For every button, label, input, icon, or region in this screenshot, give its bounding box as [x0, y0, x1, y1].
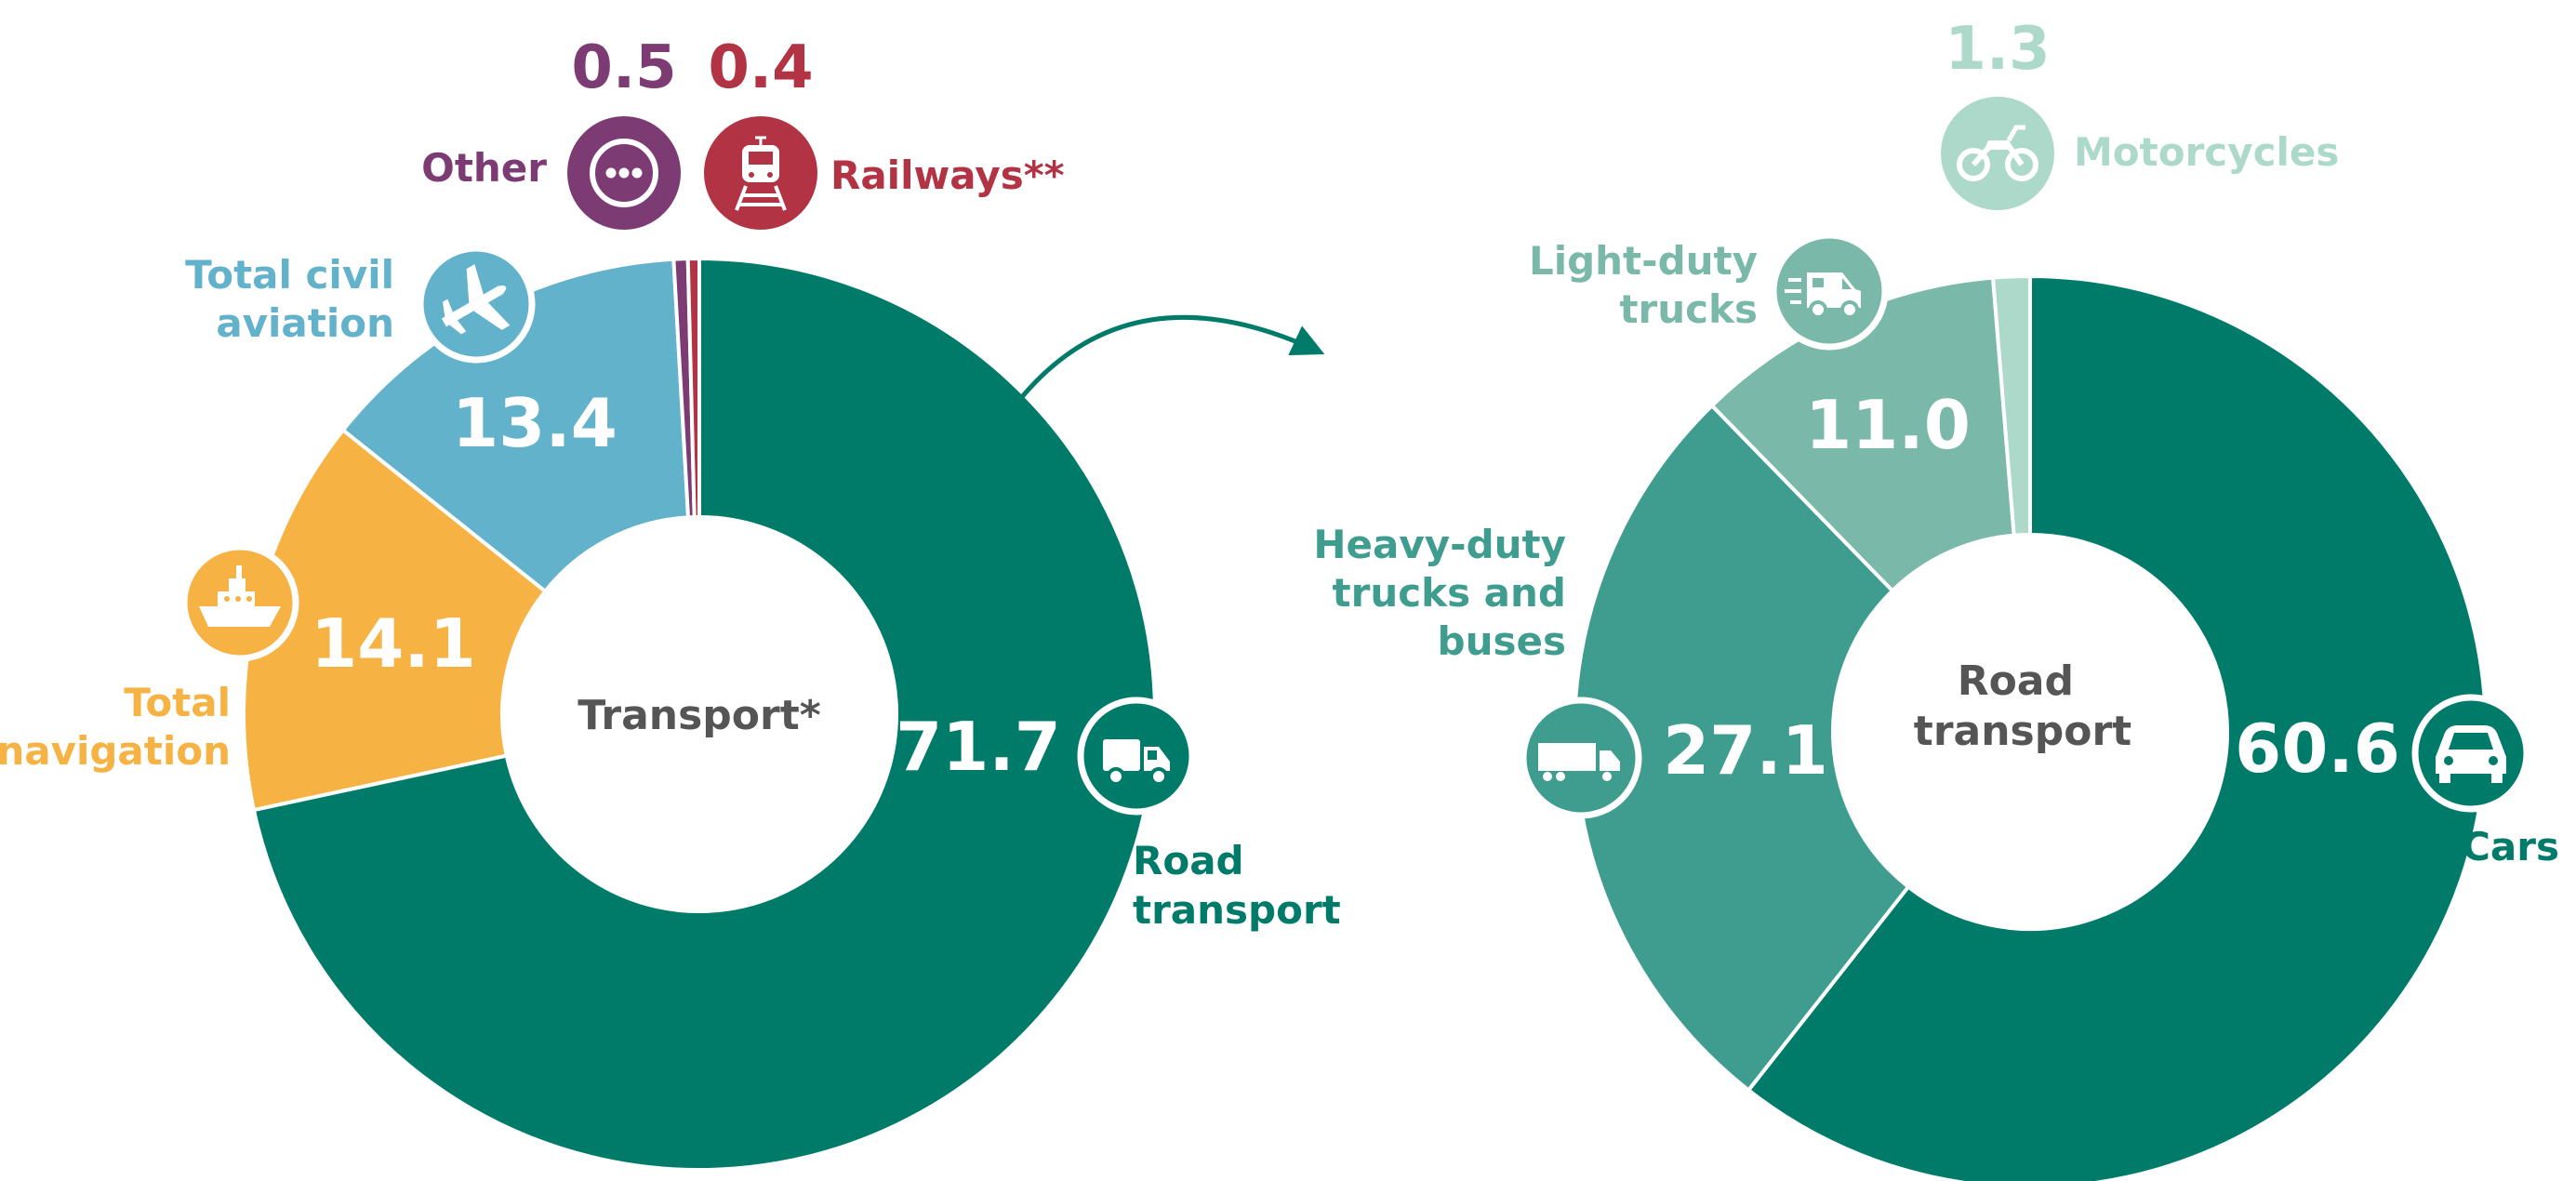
train-icon: [698, 111, 823, 235]
value-label-railways: 0.4: [708, 33, 813, 102]
category-label-total-navigation: Total navigation: [0, 680, 231, 774]
truck-icon: [1077, 697, 1196, 816]
semi-truck-icon: [1520, 697, 1642, 819]
slice-motorcycles: [1990, 273, 2032, 537]
van-icon: [1770, 232, 1889, 351]
category-label-light-duty: Light-duty trucks: [1529, 238, 1758, 332]
value-label-heavy-duty: 27.1: [1663, 711, 1828, 790]
slice-cars: [1746, 273, 2489, 1181]
car-icon: [2411, 694, 2530, 813]
value-label-motorcycles: 1.3: [1945, 15, 2050, 84]
transport-donut-chart: [242, 256, 1157, 1172]
ellipsis-icon: [562, 111, 686, 235]
slice-heavy_duty: [1573, 403, 1911, 1094]
category-label-cars: Cars: [2462, 824, 2559, 869]
slice-total_navigation: [242, 427, 549, 813]
category-label-heavy-duty: Heavy-duty trucks and buses: [1313, 522, 1566, 664]
connector-arrow: [1019, 314, 1325, 400]
category-label-road-transport: Road transport: [1133, 838, 1341, 933]
value-label-other: 0.5: [571, 33, 676, 102]
motorcycle-icon: [1935, 91, 2060, 216]
value-label-road-transport: 71.7: [896, 708, 1061, 786]
value-label-total-civil-aviation: 13.4: [452, 384, 617, 462]
road-transport-center-label: Road transport: [1914, 657, 2131, 755]
category-label-motorcycles: Motorcycles: [2074, 129, 2339, 175]
value-label-cars: 60.6: [2235, 710, 2400, 788]
slice-road_transport: [251, 256, 1157, 1172]
ship-icon: [180, 543, 299, 662]
category-label-total-civil-aviation: Total civil aviation: [185, 252, 394, 346]
category-label-other: Other: [421, 145, 547, 191]
airplane-icon: [417, 245, 536, 364]
road-transport-donut-chart: [1573, 273, 2489, 1181]
value-label-total-navigation: 14.1: [311, 604, 476, 683]
slice-total_civil_aviation: [340, 257, 691, 594]
value-label-light-duty: 11.0: [1805, 386, 1971, 464]
slice-light_duty: [1709, 275, 2016, 594]
category-label-railways: Railways**: [830, 153, 1065, 198]
slice-railways: [685, 256, 701, 520]
transport-center-label: Transport*: [578, 692, 821, 739]
